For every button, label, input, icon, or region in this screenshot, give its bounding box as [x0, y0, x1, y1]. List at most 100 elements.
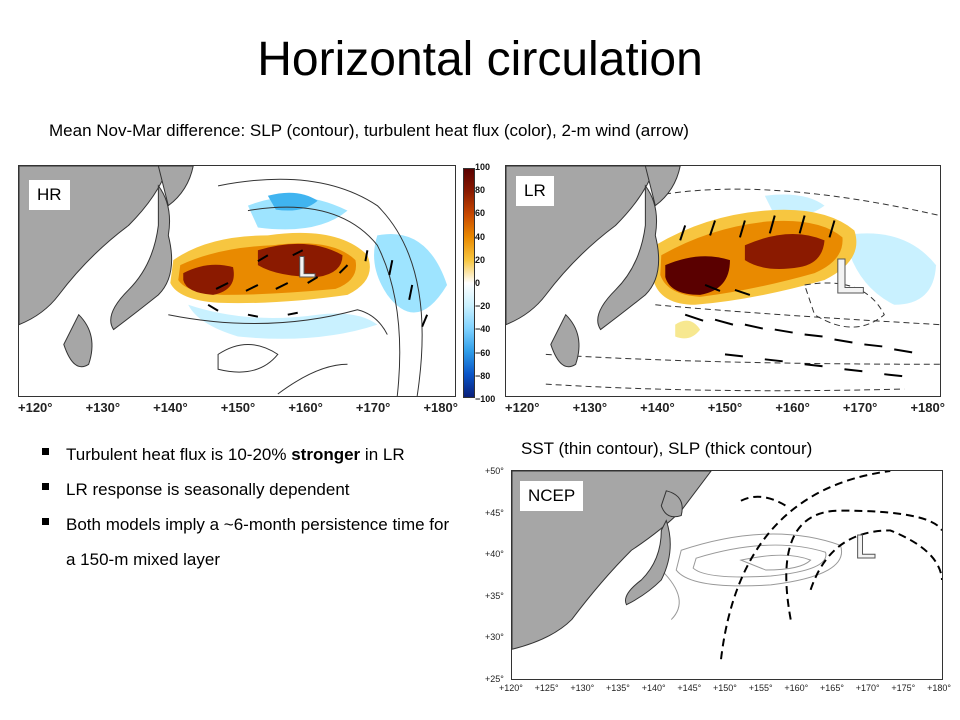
lr-land-korea: [550, 313, 580, 368]
ncep-caption: SST (thin contour), SLP (thick contour): [521, 439, 813, 458]
lr-heat-patch-south: [675, 320, 701, 339]
hr-map-field: L: [19, 166, 455, 396]
ncep-low-marker: L: [855, 528, 876, 566]
ncep-ytick: +25°: [485, 673, 504, 684]
ncep-xtick: +145°: [677, 683, 702, 693]
hr-cool-patch-east: [374, 233, 448, 313]
findings-list: Turbulent heat flux is 10-20% stronger i…: [42, 437, 452, 577]
ncep-ytick: +40°: [485, 549, 504, 560]
colorbar-label: 20: [475, 254, 486, 265]
lr-xtick: +140°: [640, 400, 675, 415]
bullet-marker: [42, 483, 49, 490]
hr-cool-patch: [247, 196, 348, 230]
lr-xtick: +160°: [775, 400, 810, 415]
lr-xtick: +170°: [842, 400, 878, 415]
colorbar-label: 60: [475, 208, 486, 219]
hr-heat-core-east: [257, 243, 343, 278]
ncep-xtick: +160°: [784, 683, 809, 693]
lr-cool-patch: [844, 233, 937, 305]
colorbar-label: 80: [475, 185, 486, 196]
lr-low-marker: L: [834, 248, 864, 304]
finding-text: Turbulent heat flux is 10-20%: [66, 445, 292, 464]
ncep-xtick: +135°: [606, 683, 630, 693]
hr-xtick: +140°: [153, 400, 188, 415]
hr-low-marker: L: [298, 251, 316, 284]
slide-subtitle: Mean Nov-Mar difference: SLP (contour), …: [49, 121, 689, 140]
colorbar-label: −100: [475, 393, 496, 404]
bullet-marker: [42, 448, 49, 455]
ncep-ytick: +35°: [485, 590, 504, 601]
ncep-tag: NCEP: [520, 481, 584, 511]
hr-xtick: +130°: [85, 400, 121, 415]
hr-cool-patch-south: [188, 304, 378, 339]
ncep-map-field: L: [512, 471, 942, 679]
finding-text: Both models imply a ~6-month persistence…: [66, 515, 450, 569]
hr-xtick: +120°: [18, 400, 53, 415]
lr-land-hokkaido: [644, 166, 681, 207]
lr-xtick: +150°: [707, 400, 743, 415]
hr-land-japan: [110, 184, 173, 331]
ncep-y-axis: +50° +45° +40° +35° +30° +25°: [485, 466, 504, 684]
lr-xtick: +120°: [505, 400, 540, 415]
hr-xtick: +170°: [355, 400, 391, 415]
lr-tag: LR: [516, 176, 554, 206]
ncep-ytick: +50°: [485, 466, 504, 476]
hr-map: L HR: [18, 165, 456, 397]
lr-map-field: L: [506, 166, 940, 396]
colorbar-label: −40: [475, 324, 491, 335]
finding-text: in LR: [360, 445, 405, 464]
lr-map: L LR: [505, 165, 941, 397]
finding-emphasis: stronger: [291, 445, 361, 464]
ncep-xtick: +150°: [713, 683, 737, 693]
colorbar-label: 40: [475, 231, 486, 242]
slide-title: Horizontal circulation: [257, 33, 703, 86]
ncep-ytick: +30°: [485, 632, 504, 643]
ncep-xtick: +175°: [891, 683, 916, 693]
lr-heat-core-west: [665, 256, 730, 295]
bullet-marker: [42, 518, 49, 525]
lr-heat-core-east: [744, 233, 825, 269]
hr-x-axis: +120° +130° +140° +150° +160° +170° +180…: [18, 400, 458, 415]
finding-item: Turbulent heat flux is 10-20% stronger i…: [42, 437, 452, 472]
ncep-xtick: +165°: [820, 683, 844, 693]
hr-land-hokkaido: [157, 166, 194, 207]
lr-xtick: +130°: [572, 400, 608, 415]
colorbar-label: 100: [475, 162, 491, 172]
ncep-land-asia: [512, 471, 712, 650]
finding-text: LR response is seasonally dependent: [66, 480, 350, 499]
ncep-map: L NCEP: [511, 470, 943, 680]
hr-cool-core: [267, 192, 318, 211]
ncep-xtick: +155°: [748, 683, 773, 693]
ncep-xtick: +130°: [570, 683, 595, 693]
colorbar-label: −20: [475, 301, 491, 312]
colorbar-label: 0: [475, 277, 481, 288]
ncep-ytick: +45°: [485, 507, 504, 518]
ncep-land-japan: [625, 519, 671, 606]
lr-slp-contours: [545, 188, 940, 392]
hr-wind-arrows: [207, 249, 429, 327]
ncep-xtick: +120°: [499, 683, 523, 693]
lr-x-axis: +120° +130° +140° +150° +160° +170° +180…: [505, 400, 945, 415]
ncep-sst-contours: [660, 533, 843, 620]
lr-land-japan: [597, 184, 660, 331]
colorbar-label: −60: [475, 347, 491, 358]
hr-tag: HR: [29, 180, 70, 210]
colorbar-labels: 100 80 60 40 20 0 −20 −40 −60 −80 −100: [475, 162, 495, 404]
hr-xtick: +180°: [423, 400, 458, 415]
colorbar-label: −80: [475, 370, 491, 381]
lr-xtick: +180°: [910, 400, 945, 415]
ncep-xtick: +125°: [534, 683, 559, 693]
hr-xtick: +150°: [220, 400, 256, 415]
hr-land-korea: [63, 313, 93, 368]
lr-wind-arrows: [679, 215, 913, 378]
finding-item: Both models imply a ~6-month persistence…: [42, 507, 452, 577]
ncep-land-hokkaido: [660, 490, 683, 518]
ncep-slp-contours: [720, 471, 942, 660]
ncep-xtick: +170°: [855, 683, 880, 693]
ncep-x-axis: +120° +125° +130° +135° +140° +145° +150…: [499, 683, 951, 693]
ncep-xtick: +180°: [927, 683, 951, 693]
ncep-xtick: +140°: [641, 683, 666, 693]
finding-item: LR response is seasonally dependent: [42, 472, 452, 507]
heat-flux-colorbar: [463, 168, 475, 398]
hr-xtick: +160°: [288, 400, 323, 415]
